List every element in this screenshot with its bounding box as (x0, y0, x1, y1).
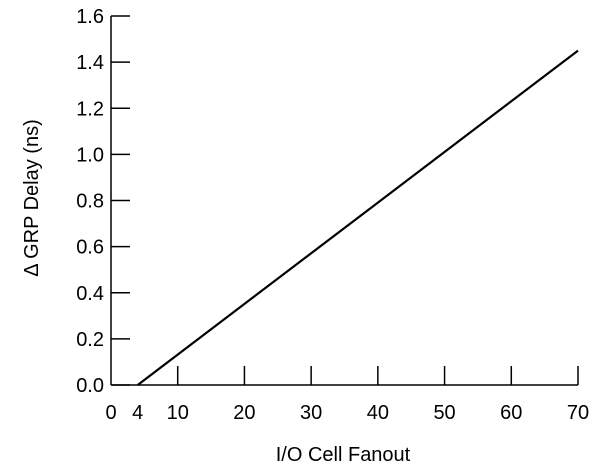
x-ticks: 0 4 10 20 30 40 50 60 70 (105, 366, 589, 424)
y-tick-label: 1.6 (76, 6, 104, 28)
x-axis-label: I/O Cell Fanout (276, 444, 411, 466)
x-tick-label: 20 (233, 402, 255, 424)
axes (110, 16, 578, 386)
y-tick-label: 0.0 (76, 375, 104, 397)
series-line (137, 49, 579, 386)
x-tick-label: 50 (433, 402, 455, 424)
x-tick-label: 10 (167, 402, 189, 424)
y-tick-label: 1.2 (76, 98, 104, 120)
x-tick-label: 70 (567, 402, 589, 424)
y-tick-label: 0.4 (76, 283, 104, 305)
y-tick-label: 0.6 (76, 237, 104, 259)
y-tick-label: 1.4 (76, 52, 104, 74)
y-axis-label: Δ GRP Delay (ns) (21, 119, 43, 276)
y-tick-label: 0.2 (76, 329, 104, 351)
x-tick-label: 30 (300, 402, 322, 424)
x-tick-label: 60 (500, 402, 522, 424)
x-tick-label: 40 (367, 402, 389, 424)
x-tick-label: 0 (105, 402, 116, 424)
y-ticks: 0.0 0.2 0.4 0.6 0.8 1.0 1.2 1.4 1.6 (76, 6, 130, 397)
x-tick-label: 4 (132, 402, 143, 424)
series-layer (137, 49, 579, 386)
y-tick-label: 0.8 (76, 191, 104, 213)
y-tick-label: 1.0 (76, 144, 104, 166)
